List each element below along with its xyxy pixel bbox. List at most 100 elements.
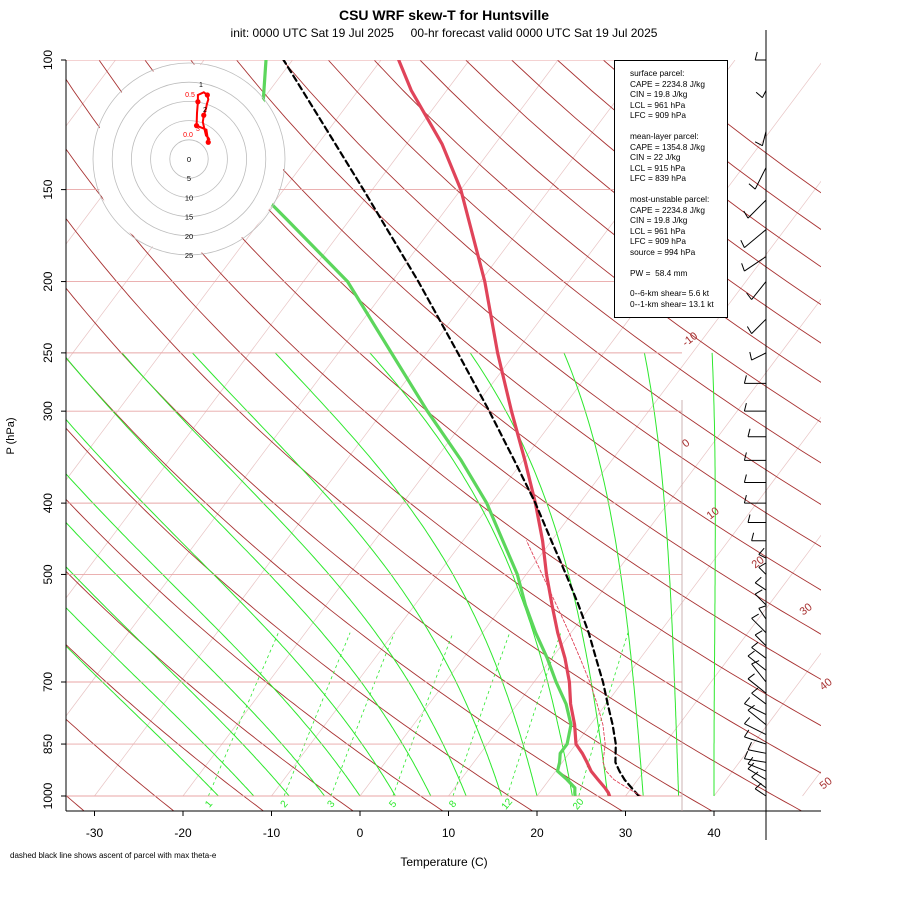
hodograph-ring-label: 25 <box>185 251 193 260</box>
moist-adiabat-line <box>712 353 715 796</box>
sounding-profiles <box>257 60 641 796</box>
mixing-ratio-label: 1 <box>203 798 215 810</box>
wind-barb-staff <box>762 90 766 97</box>
wind-barb <box>750 352 766 360</box>
dewpoint-line <box>257 60 575 796</box>
x-tick-label: 30 <box>619 826 633 840</box>
wind-barb <box>744 730 766 744</box>
hodograph-ring-label: 5 <box>187 174 191 183</box>
parcel-info-box: surface parcel: CAPE = 2234.8 J/kg CIN =… <box>614 60 728 318</box>
y-tick-label: 700 <box>41 672 55 692</box>
wind-barb-staff <box>744 704 766 715</box>
wind-barb <box>748 674 766 693</box>
wind-barb-flag <box>755 577 761 583</box>
wind-barb <box>752 614 766 633</box>
wind-barb-staff <box>762 131 766 145</box>
precipitable-water-block: PW = 58.4 mm <box>630 268 727 279</box>
dry-adiabat-line <box>0 60 623 812</box>
info-line: PW = 58.4 mm <box>630 268 727 279</box>
wind-barb-flag <box>750 352 752 360</box>
wind-barb <box>755 590 766 605</box>
hodograph-point <box>195 99 200 104</box>
chart-title: CSU WRF skew-T for Huntsville <box>339 7 549 23</box>
wind-barb <box>747 319 766 333</box>
y-tick-label: 250 <box>41 343 55 363</box>
wind-barb <box>748 514 766 522</box>
x-axis-label: Temperature (C) <box>400 855 487 869</box>
info-line: LCL = 915 hPa <box>630 163 727 174</box>
wind-barb-flag <box>755 590 762 594</box>
wind-barb-staff <box>752 319 766 333</box>
wind-barb <box>755 577 766 590</box>
mixing-ratio-label: 8 <box>447 798 459 810</box>
info-line: CIN = 19.8 J/kg <box>630 89 727 100</box>
wind-barb-staff <box>752 648 766 659</box>
wind-barb-flag <box>748 514 750 522</box>
info-line: CAPE = 2234.8 J/kg <box>630 205 727 216</box>
x-tick-label: 10 <box>442 826 456 840</box>
info-line: CAPE = 1354.8 J/kg <box>630 142 727 153</box>
x-tick-label: -20 <box>174 826 192 840</box>
wind-barb-flag <box>744 717 749 723</box>
hodograph-height-label: 0.5 <box>185 92 195 99</box>
x-tick-label: -30 <box>86 826 104 840</box>
wind-barb-flag <box>747 327 751 334</box>
info-line: CIN = 19.8 J/kg <box>630 215 727 226</box>
wind-barb-staff <box>748 200 766 218</box>
mixing-ratio-line <box>507 633 561 796</box>
isotherm-line <box>714 60 900 796</box>
x-tick-label: -10 <box>263 826 281 840</box>
hodograph-height-label: 2 <box>203 107 207 114</box>
isotherm-label: 50 <box>818 775 835 792</box>
wind-barb-staff <box>748 656 766 670</box>
info-line: LCL = 961 hPa <box>630 100 727 111</box>
isotherm-line <box>803 60 900 796</box>
wind-barb <box>744 452 766 460</box>
wind-barb-flag <box>741 240 745 247</box>
isotherm-line <box>272 60 824 796</box>
shear-block: 0--6-km shear= 5.6 kt 0--1-km shear= 13.… <box>630 288 727 309</box>
y-tick-label: 200 <box>41 271 55 291</box>
wind-barb-flag <box>759 606 767 609</box>
x-tick-label: 0 <box>357 826 364 840</box>
mixing-ratio-label: 5 <box>387 798 399 810</box>
wind-barb <box>755 52 766 60</box>
wind-barb-flag <box>755 52 757 60</box>
wind-barb <box>755 783 766 796</box>
hodograph-point <box>205 92 210 97</box>
parcel-line <box>284 60 639 796</box>
wind-barb-flag <box>752 533 754 541</box>
dry-adiabat-line <box>557 60 900 812</box>
wind-barb-staff <box>744 759 766 763</box>
wind-barb <box>744 697 766 714</box>
wind-barb <box>749 168 766 190</box>
wind-barb-staff <box>752 353 766 360</box>
hodograph-ring-label: 15 <box>185 213 193 222</box>
chart-subtitle: init: 0000 UTC Sat 19 Jul 2025 00-hr for… <box>231 26 658 40</box>
mixing-ratio-label: 3 <box>325 798 337 810</box>
mean-layer-parcel-block: mean-layer parcel: CAPE = 1354.8 J/kg CI… <box>630 131 727 184</box>
wind-barb-flag <box>755 631 762 635</box>
wind-barb-staff <box>752 664 766 682</box>
y-tick-label: 150 <box>41 179 55 199</box>
wind-barb <box>752 661 766 682</box>
info-line: LFC = 909 hPa <box>630 236 727 247</box>
mixing-ratio-label: 20 <box>571 796 587 812</box>
wind-barb <box>756 90 766 97</box>
mixing-ratio-label: 2 <box>279 798 291 810</box>
wind-barb-flag <box>749 184 755 189</box>
wind-barb <box>744 403 766 411</box>
y-axis-label: P (hPa) <box>5 417 17 454</box>
wind-barb-flag <box>748 651 755 656</box>
hodograph-height-label: 0.0 <box>183 132 193 139</box>
wind-barb-flag <box>752 614 759 618</box>
y-tick-label: 100 <box>41 50 55 70</box>
wind-barb <box>744 495 766 503</box>
wind-barb-flag <box>752 642 758 647</box>
wind-barb-flag <box>756 92 762 97</box>
y-tick-label: 1000 <box>41 782 55 809</box>
hodograph-ring-label: 10 <box>185 193 193 202</box>
wind-barb-staff <box>755 594 766 605</box>
